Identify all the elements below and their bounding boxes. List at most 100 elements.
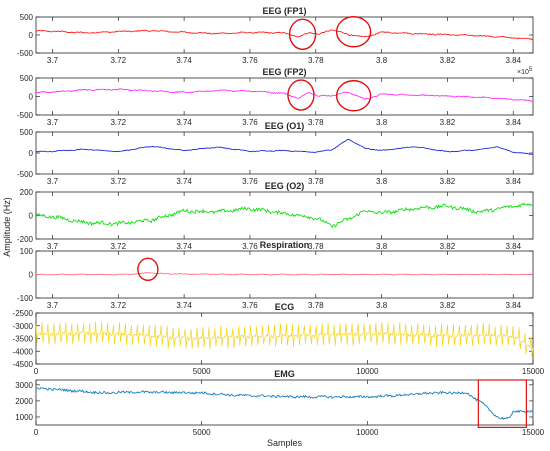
x-tick-label: 3.76 [242, 242, 258, 251]
y-tick-label: 200 [20, 188, 34, 197]
panel-respiration: Respiration 100 0 -100 3.7 3.72 3.74 3.76 3.78 3.… [17, 240, 534, 310]
y-tick-label: 0 [29, 212, 34, 221]
y-tick-label: -500 [17, 111, 34, 120]
x-tick-label: 3.78 [308, 301, 324, 310]
y-axis-label: Amplitude (Hz) [2, 197, 12, 257]
y-tick-label: 2000 [15, 397, 33, 406]
x-tick-label: 3.82 [440, 242, 456, 251]
x-tick-label: 3.82 [440, 301, 456, 310]
x-tick-label: 3.74 [176, 301, 192, 310]
highlight-rect [477, 379, 527, 429]
x-tick-label: 5000 [193, 428, 211, 437]
x-tick-label: 3.84 [505, 56, 521, 65]
x-tick-label: 3.76 [242, 118, 258, 127]
x-tick-label: 3.72 [110, 56, 126, 65]
signal-trace [35, 88, 534, 102]
x-tick-label: 3.74 [176, 118, 192, 127]
x-tick-label: 3.8 [376, 242, 388, 251]
panel-title: EEG (FP2) [262, 67, 306, 77]
y-tick-label: 1000 [15, 413, 33, 422]
y-tick-label: 0 [29, 31, 34, 40]
panel-eeg-o2: EEG (O2) 200 0 -200 3.7 3.72 3.74 3.76 3.78 3.8 3.… [17, 181, 534, 251]
panel-eeg-o1: EEG (O1) 500 0 -500 3.7 3.72 3.74 3.76 3.78 3.8 3.… [17, 121, 534, 186]
y-tick-label: 0 [29, 149, 34, 158]
x-tick-label: 3.7 [47, 56, 59, 65]
panel-title: EEG (FP1) [262, 6, 306, 16]
signal-trace [35, 138, 534, 156]
x-tick-label: 3.7 [47, 242, 59, 251]
axis-exponent-label: ×105 [517, 67, 533, 76]
y-tick-label: 3000 [15, 381, 33, 390]
x-tick-label: 3.78 [308, 242, 324, 251]
panel-eeg-fp2: EEG (FP2) 500 0 -500 3.7 3.72 3.74 3.76 3.78 3.8 3… [17, 67, 534, 127]
x-tick-label: 0 [34, 367, 39, 376]
x-tick-label: 3.72 [110, 118, 126, 127]
panel-title: EMG [274, 369, 295, 379]
signal-trace [35, 29, 534, 41]
x-tick-label: 3.76 [242, 301, 258, 310]
y-tick-label: 0 [29, 271, 34, 280]
x-tick-label: 0 [34, 428, 39, 437]
x-axis-label: Samples [267, 438, 303, 448]
x-tick-label: 10000 [356, 367, 379, 376]
x-tick-label: 3.84 [505, 118, 521, 127]
panel-eeg-fp1: EEG (FP1) 500 0 -500 3.7 3.72 3.74 3.76 3.78 3.8 3… [17, 6, 534, 65]
y-tick-label: -3500 [13, 335, 34, 344]
x-tick-label: 3.7 [47, 118, 59, 127]
y-tick-label: -100 [17, 294, 34, 303]
plot-area [35, 312, 534, 365]
x-tick-label: 3.7 [47, 177, 59, 186]
highlight-ellipse [137, 257, 159, 282]
panel-title: EEG (O2) [265, 181, 305, 191]
x-tick-label: 3.82 [440, 118, 456, 127]
x-tick-label: 3.84 [505, 177, 521, 186]
plot-area [35, 379, 534, 426]
plot-area [35, 131, 534, 175]
x-tick-label: 3.8 [376, 56, 388, 65]
highlight-ellipse [287, 79, 315, 111]
plot-area [35, 191, 534, 240]
y-tick-label: -200 [17, 235, 34, 244]
y-tick-label: 500 [20, 13, 34, 22]
signal-trace [35, 321, 534, 357]
y-tick-label: 500 [20, 74, 34, 83]
x-tick-label: 10000 [356, 428, 379, 437]
signal-trace [36, 387, 534, 420]
y-tick-label: -2500 [13, 309, 34, 318]
y-tick-label: 500 [20, 128, 34, 137]
y-tick-label: -500 [17, 170, 34, 179]
highlight-ellipse [335, 80, 372, 112]
y-tick-label: 0 [29, 93, 34, 102]
panel-title: Respiration [260, 240, 310, 250]
x-tick-label: 3.78 [308, 56, 324, 65]
x-tick-label: 3.78 [308, 118, 324, 127]
x-tick-label: 3.8 [376, 301, 388, 310]
y-tick-label: -500 [17, 49, 34, 58]
x-tick-label: 3.82 [440, 56, 456, 65]
signal-trace [35, 272, 534, 276]
x-tick-label: 3.7 [47, 301, 59, 310]
x-tick-label: 3.74 [176, 177, 192, 186]
x-tick-label: 15000 [522, 367, 545, 376]
x-tick-label: 5000 [193, 367, 211, 376]
x-tick-label: 3.74 [176, 242, 192, 251]
x-tick-label: 3.76 [242, 56, 258, 65]
signal-trace [35, 202, 534, 229]
x-tick-label: 3.72 [110, 242, 126, 251]
highlight-ellipse [335, 16, 372, 48]
x-tick-label: 3.72 [110, 177, 126, 186]
y-tick-label: 100 [20, 247, 34, 256]
x-tick-label: 3.8 [376, 177, 388, 186]
x-tick-label: 3.78 [308, 177, 324, 186]
y-tick-label: -3000 [13, 322, 34, 331]
x-tick-label: 3.84 [505, 242, 521, 251]
y-tick-label: -4500 [13, 360, 34, 369]
highlight-ellipse [288, 18, 317, 50]
y-tick-label: -4000 [13, 347, 34, 356]
panel-title: EEG (O1) [265, 121, 305, 131]
x-tick-label: 3.84 [505, 301, 521, 310]
